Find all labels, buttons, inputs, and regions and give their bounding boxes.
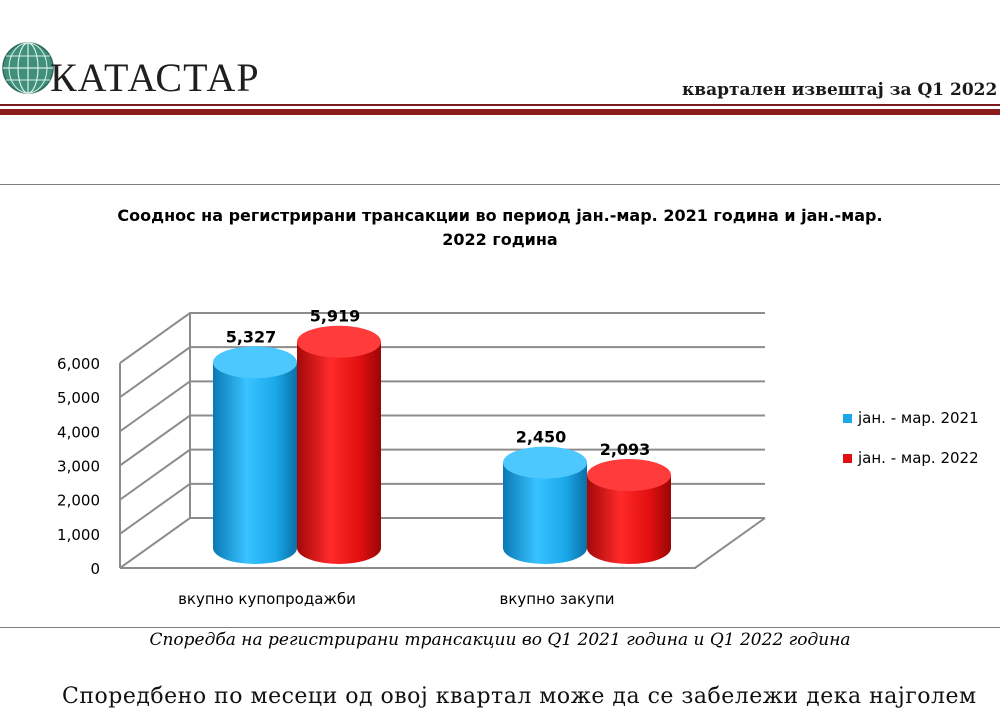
gridline <box>119 312 765 364</box>
chart-legend: јан. - мар. 2021 јан. - мар. 2022 <box>843 408 979 488</box>
chart-frame <box>0 184 1000 628</box>
y-tick-label: 4,000 <box>57 423 100 441</box>
legend-label-2021: јан. - мар. 2021 <box>858 409 979 427</box>
y-tick-label: 1,000 <box>57 526 100 544</box>
y-tick-label: 3,000 <box>57 458 100 476</box>
y-tick-label: 2,000 <box>57 492 100 510</box>
header-rule-thin <box>0 104 1000 106</box>
data-label: 2,450 <box>516 428 567 447</box>
data-label: 2,093 <box>600 440 651 459</box>
category-label: вкупно закупи <box>500 590 615 608</box>
report-title: квартален извештај за Q1 2022 год <box>682 80 1000 100</box>
floor-edge <box>120 517 766 569</box>
header-rule-thick <box>0 109 1000 115</box>
legend-item-2021: јан. - мар. 2021 <box>843 408 979 428</box>
data-label: 5,327 <box>226 327 277 346</box>
globe-icon <box>2 42 54 94</box>
category-label: вкупно купопродажби <box>178 590 356 608</box>
y-tick-label: 5,000 <box>57 389 100 407</box>
y-tick-label: 6,000 <box>57 355 100 373</box>
bar-1-1 <box>587 459 671 564</box>
chart-title: Соoднос на регистрирани трансакции во пе… <box>117 206 883 249</box>
bar-0-1 <box>297 325 381 564</box>
legend-swatch-2021 <box>843 413 852 423</box>
figure-caption: Споредба на регистрирани трансакции во Q… <box>149 630 851 650</box>
bar-0-0 <box>213 346 297 564</box>
bar-1-0 <box>503 446 587 564</box>
legend-label-2022: јан. - мар. 2022 <box>858 449 979 467</box>
legend-swatch-2022 <box>843 453 852 463</box>
legend-item-2022: јан. - мар. 2022 <box>843 448 979 468</box>
y-tick-label: 0 <box>90 560 100 578</box>
document-header: КАТАСТАР квартален извештај за Q1 2022 г… <box>0 0 1000 120</box>
data-label: 5,919 <box>310 307 361 326</box>
logo-text: КАТАСТАР <box>50 55 260 100</box>
body-paragraph: Споредбено по месеци од овој квартал мож… <box>62 684 977 709</box>
